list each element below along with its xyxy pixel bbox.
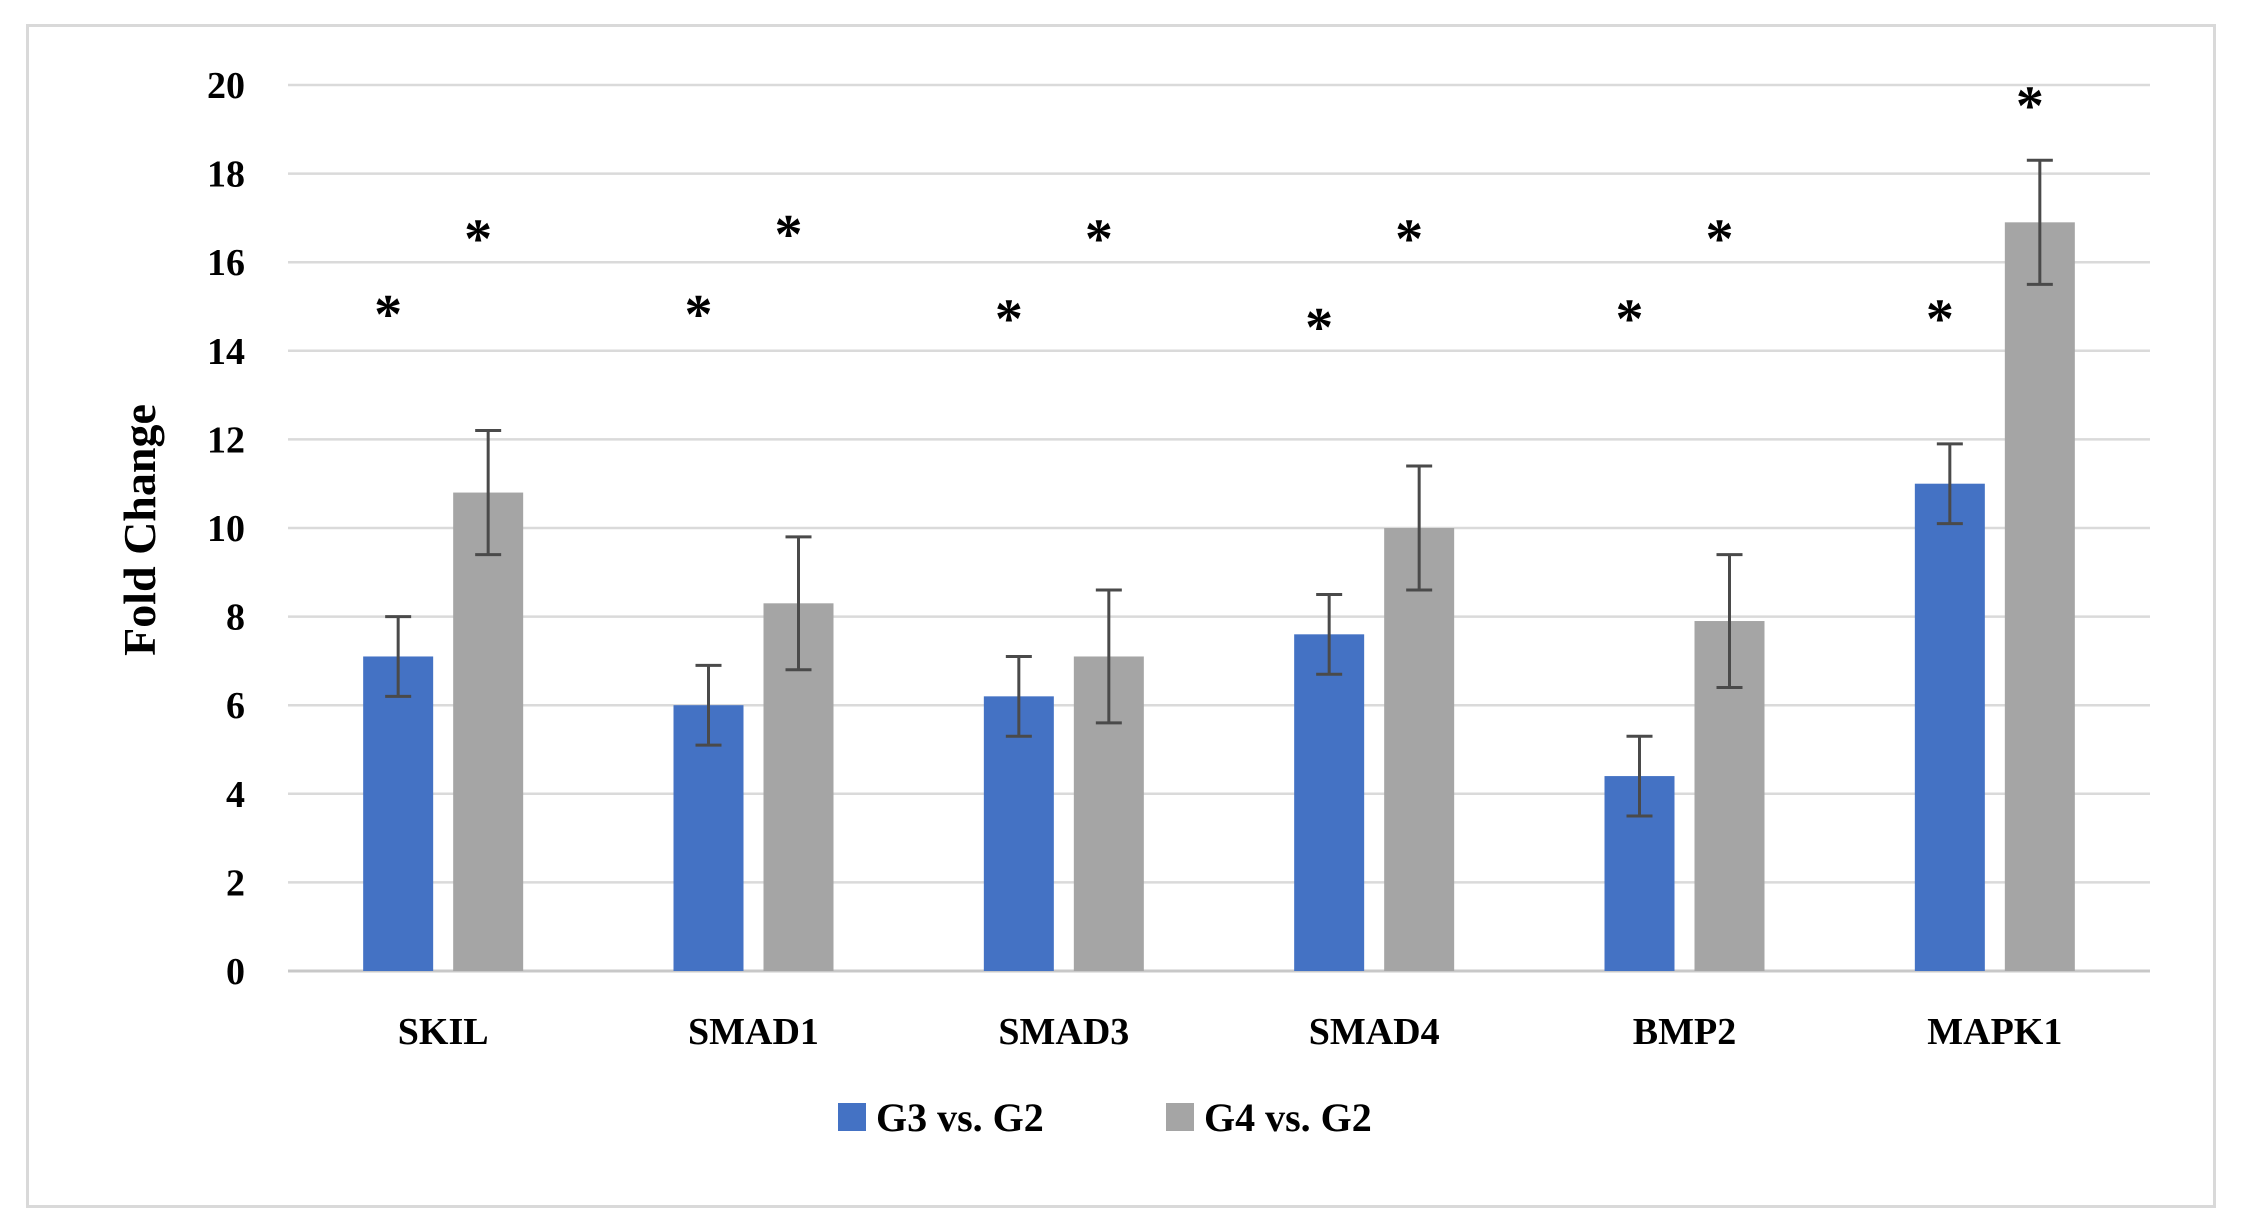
significance-star: *: [1305, 297, 1333, 359]
significance-markers: * * * * * * * * * * * *: [374, 76, 2044, 360]
bar-g3-smad1: [673, 705, 744, 971]
error-bar: [1095, 588, 1122, 725]
x-category-label: BMP2: [1633, 1011, 1736, 1053]
x-axis-categories: SKIL SMAD1 SMAD3 SMAD4 BMP2 MAPK1: [398, 1011, 2063, 1053]
error-bar: [695, 663, 722, 747]
x-category-label: SMAD4: [1309, 1011, 1440, 1053]
bar-g3-mapk1: [1914, 483, 1985, 971]
significance-star: *: [1085, 209, 1113, 271]
error-bar: [785, 535, 812, 672]
error-bar: [1716, 553, 1743, 689]
y-tick-label: 14: [207, 331, 245, 373]
x-category-label: SMAD1: [688, 1011, 819, 1053]
bar-g3-smad3: [983, 696, 1054, 971]
bars: [363, 222, 2075, 971]
y-tick-label: 20: [207, 65, 245, 107]
y-tick-label: 16: [207, 242, 245, 284]
significance-star: *: [2016, 76, 2044, 138]
bar-g3-smad4: [1294, 634, 1365, 971]
y-axis-title: Fold Change: [114, 404, 165, 656]
y-tick-label: 8: [226, 597, 245, 639]
significance-star: *: [685, 284, 713, 346]
x-category-label: SMAD3: [998, 1011, 1129, 1053]
legend-swatch: [838, 1103, 866, 1131]
legend-label: G3 vs. G2: [876, 1095, 1044, 1140]
error-bar: [1626, 734, 1653, 818]
y-tick-label: 18: [207, 154, 245, 196]
y-tick-label: 2: [226, 862, 245, 904]
bar-g4-smad4: [1384, 528, 1455, 971]
significance-star: *: [775, 204, 803, 266]
y-tick-label: 10: [207, 508, 245, 550]
error-bar: [1316, 592, 1343, 676]
error-bar: [2026, 158, 2053, 286]
x-category-label: MAPK1: [1927, 1011, 2062, 1053]
significance-star: *: [374, 284, 402, 346]
legend-label: G4 vs. G2: [1204, 1095, 1372, 1140]
y-tick-label: 12: [207, 419, 245, 461]
error-bar: [475, 429, 502, 557]
x-category-label: SKIL: [398, 1011, 489, 1053]
y-tick-label: 4: [226, 774, 245, 816]
error-bar: [1005, 654, 1032, 738]
error-bar: [385, 615, 412, 698]
legend-item-g4: G4 vs. G2: [1166, 1095, 1372, 1140]
significance-star: *: [1616, 288, 1644, 350]
significance-star: *: [1395, 209, 1423, 271]
y-tick-label: 0: [226, 951, 245, 993]
y-tick-label: 6: [226, 685, 245, 727]
significance-star: *: [1706, 209, 1734, 271]
gridlines: [288, 83, 2150, 973]
legend-item-g3: G3 vs. G2: [838, 1095, 1044, 1140]
legend-swatch: [1166, 1103, 1194, 1131]
y-axis-ticks: 0 2 4 6 8 10 12 14 16 18 20: [207, 65, 245, 993]
error-bar: [1406, 464, 1433, 592]
error-bars: [385, 158, 2053, 818]
legend: G3 vs. G2 G4 vs. G2: [838, 1095, 1372, 1140]
error-bar: [1936, 442, 1963, 526]
significance-star: *: [995, 288, 1023, 350]
bar-g3-skil: [363, 656, 434, 971]
bar-g4-skil: [453, 492, 524, 971]
significance-star: *: [464, 209, 492, 271]
significance-star: *: [1926, 288, 1954, 350]
bar-g4-mapk1: [2004, 222, 2075, 971]
